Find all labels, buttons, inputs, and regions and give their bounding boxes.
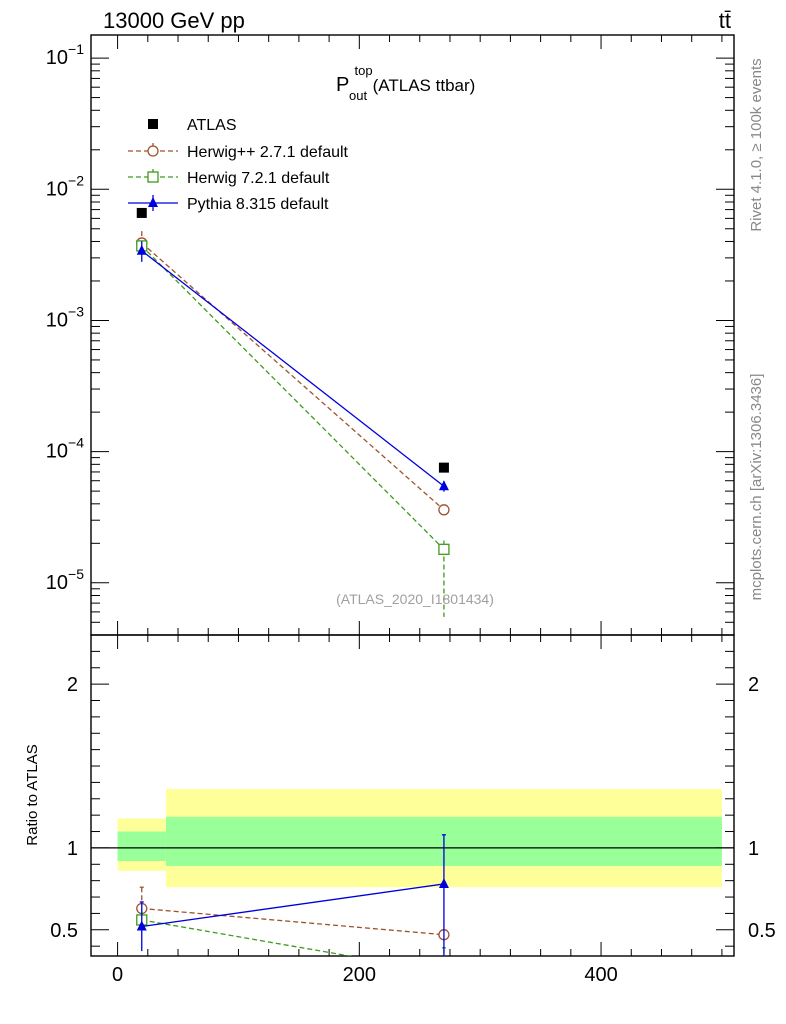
pythia-point	[136, 244, 147, 255]
y-tick-label: 10−5	[46, 566, 84, 594]
plot-title-suffix: (ATLAS ttbar)	[373, 76, 476, 95]
mcplots-label: mcplots.cern.ch [arXiv:1306.3436]	[748, 374, 765, 601]
herwigpp-point	[438, 504, 450, 516]
header-energy-label: 13000 GeV pp	[103, 8, 245, 33]
ratio-y-tick-label-left: 1	[67, 838, 78, 860]
y-tick-label: 10−2	[46, 172, 84, 200]
herwig7-ratio-point	[439, 967, 449, 977]
y-tick-label-exp: −5	[68, 566, 84, 582]
x-tick-label: 400	[584, 964, 617, 986]
y-tick-label-base: 10	[46, 309, 68, 331]
pythia-ratio-point	[438, 877, 449, 888]
legend-marker-atlas	[148, 119, 158, 129]
axis-ticks	[91, 35, 734, 956]
y-tick-label-base: 10	[46, 572, 68, 594]
y-tick-label-base: 10	[46, 441, 68, 463]
analysis-watermark: (ATLAS_2020_I1801434)	[336, 591, 494, 607]
atlas-point	[438, 462, 449, 473]
ratio-plot-frame	[90, 634, 735, 957]
herwigpp-ratio-line	[141, 907, 444, 936]
legend-marker-herwigpp	[147, 145, 159, 157]
pythia-point	[438, 480, 449, 491]
herwig7-ratio-line	[141, 919, 354, 956]
pythia-ratio-point	[136, 920, 147, 931]
legend-marker-herwig7	[147, 171, 159, 183]
x-tick-label: 0	[112, 964, 123, 986]
ratio-y-tick-label-right: 2	[748, 674, 759, 696]
y-tick-label-base: 10	[46, 47, 68, 69]
ratio-y-tick-label-left: 0.5	[50, 920, 78, 942]
ratio-y-tick-label-left: 2	[67, 674, 78, 696]
y-tick-label-exp: −4	[68, 435, 84, 451]
y-tick-label-base: 10	[46, 178, 68, 200]
legend-label-pythia: Pythia 8.315 default	[187, 196, 329, 213]
pythia-line	[141, 250, 445, 487]
ratio-plot-data	[136, 834, 450, 977]
ratio-ylabel: Ratio to ATLAS	[24, 744, 41, 845]
plot-title-main: P	[336, 74, 349, 96]
x-tick-label: 200	[343, 964, 376, 986]
legend-label-atlas: ATLAS	[187, 117, 237, 134]
y-tick-label-exp: −1	[68, 41, 84, 57]
header-process-label: tt̄	[719, 8, 731, 33]
legend-marker-pythia	[148, 197, 158, 207]
main-plot-data	[136, 207, 450, 617]
y-tick-label: 10−4	[46, 435, 84, 463]
plot-title-sup: top	[355, 63, 373, 78]
y-tick-label: 10−1	[46, 41, 84, 69]
legend: ATLAS Herwig++ 2.7.1 default Herwig 7.2.1 …	[128, 117, 349, 213]
legend-label-herwig7: Herwig 7.2.1 default	[187, 170, 330, 187]
y-tick-label: 10−3	[46, 303, 84, 331]
y-tick-label-exp: −3	[68, 303, 84, 319]
plot-title-sub: out	[349, 88, 367, 103]
ratio-y-tick-label-right: 0.5	[748, 920, 776, 942]
legend-label-herwigpp: Herwig++ 2.7.1 default	[187, 144, 349, 161]
herwig7-point	[438, 543, 450, 555]
pythia-ratio-line	[141, 883, 445, 928]
herwigpp-line	[141, 242, 445, 511]
ratio-band-inner-0	[117, 831, 166, 862]
herwig7-line	[141, 245, 445, 550]
ratio-uncertainty-bands	[117, 788, 722, 888]
plot-title: P top out (ATLAS ttbar)	[336, 58, 475, 105]
y-tick-label-exp: −2	[68, 172, 84, 188]
ratio-y-tick-label-right: 1	[748, 838, 759, 860]
rivet-version-label: Rivet 4.1.0, ≥ 100k events	[748, 58, 765, 231]
atlas-point	[136, 207, 147, 218]
